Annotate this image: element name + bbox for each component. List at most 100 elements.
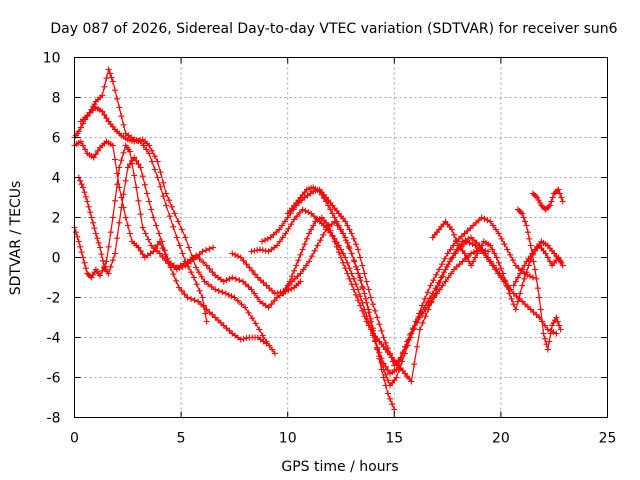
data-point	[72, 229, 79, 236]
data-point	[465, 235, 472, 242]
data-point	[540, 330, 547, 337]
data-point	[470, 222, 477, 229]
data-point	[277, 289, 284, 296]
data-point	[342, 237, 349, 244]
data-point	[363, 278, 370, 285]
data-point	[197, 301, 204, 308]
data-point	[327, 206, 334, 213]
data-point	[223, 325, 230, 332]
data-point	[546, 258, 553, 265]
data-point	[97, 244, 104, 251]
data-point	[225, 291, 232, 298]
data-point	[143, 190, 150, 197]
data-point	[537, 306, 544, 313]
data-point	[544, 346, 551, 353]
data-point	[468, 250, 475, 257]
data-point	[421, 295, 428, 302]
data-point	[329, 233, 336, 240]
data-point	[273, 229, 280, 236]
data-point	[517, 290, 524, 297]
data-point	[549, 194, 556, 201]
data-point	[232, 275, 239, 282]
data-point	[527, 306, 534, 313]
data-point	[209, 311, 216, 318]
data-point	[431, 293, 438, 300]
data-point	[318, 191, 325, 198]
data-point	[87, 209, 94, 216]
data-point	[533, 275, 540, 282]
data-point	[535, 197, 542, 204]
data-point	[163, 202, 170, 209]
data-point	[193, 281, 200, 288]
data-point	[491, 250, 498, 257]
data-point	[228, 293, 235, 300]
data-point	[77, 138, 84, 145]
data-point	[493, 266, 500, 273]
data-point	[308, 253, 315, 260]
data-point	[363, 318, 370, 325]
series-trace	[532, 188, 564, 211]
data-point	[156, 230, 163, 237]
data-point	[109, 78, 116, 85]
data-point	[361, 270, 368, 277]
data-point	[203, 262, 210, 269]
data-point	[507, 251, 514, 258]
data-point	[294, 273, 301, 280]
data-point	[456, 261, 463, 268]
data-point	[408, 378, 415, 385]
data-point	[190, 274, 197, 281]
data-point	[334, 222, 341, 229]
data-point	[487, 258, 494, 265]
y-tick-label: -6	[47, 371, 61, 387]
data-point	[122, 214, 129, 221]
data-point	[114, 235, 121, 242]
data-point	[556, 257, 563, 264]
data-point	[148, 242, 155, 249]
data-point	[348, 281, 355, 288]
data-point	[482, 250, 489, 257]
data-point	[284, 282, 291, 289]
data-point	[178, 226, 185, 233]
data-point	[193, 253, 200, 260]
data-point	[473, 219, 480, 226]
data-point	[185, 244, 192, 251]
data-point	[459, 258, 466, 265]
data-point	[331, 238, 338, 245]
data-point	[107, 229, 114, 236]
data-point	[544, 254, 551, 261]
data-point	[259, 238, 266, 245]
data-point	[226, 275, 233, 282]
data-point	[263, 340, 270, 347]
data-point	[133, 157, 140, 164]
data-point	[374, 314, 381, 321]
data-point	[507, 286, 514, 293]
data-point	[487, 218, 494, 225]
data-point	[517, 270, 524, 277]
data-point	[260, 279, 267, 286]
data-point	[492, 226, 499, 233]
data-point	[95, 239, 102, 246]
data-point	[422, 313, 429, 320]
data-point	[552, 189, 559, 196]
data-point	[291, 216, 298, 223]
data-point	[556, 190, 563, 197]
series-track-11	[429, 218, 564, 313]
data-point	[215, 317, 222, 324]
data-point	[87, 109, 94, 116]
data-point	[105, 243, 112, 250]
y-tick-label: 6	[52, 131, 61, 147]
data-point	[264, 235, 271, 242]
data-point	[344, 222, 351, 229]
data-point	[387, 395, 394, 402]
data-point	[167, 264, 174, 271]
data-point	[344, 270, 351, 277]
data-point	[279, 234, 286, 241]
data-point	[466, 239, 473, 246]
data-point	[442, 278, 449, 285]
data-point	[416, 326, 423, 333]
data-point	[297, 251, 304, 258]
data-point	[237, 336, 244, 343]
data-point	[179, 250, 186, 257]
data-point	[551, 190, 558, 197]
